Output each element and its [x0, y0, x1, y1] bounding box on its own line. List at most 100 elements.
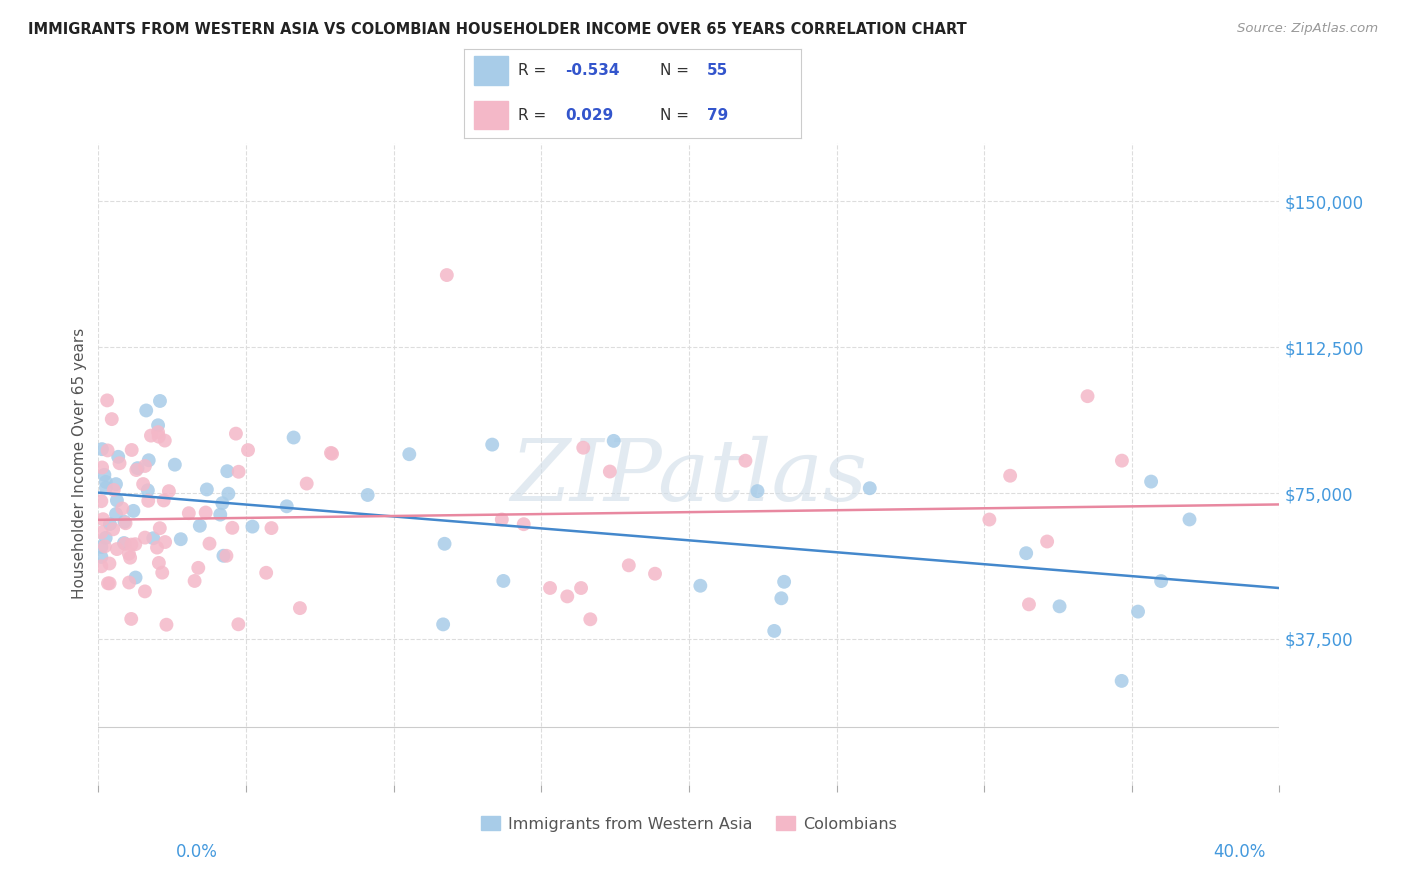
Point: [579, 612, 602, 626]
Bar: [474, 56, 508, 85]
Point: [1077, 389, 1099, 403]
Point: [572, 441, 595, 455]
Point: [98, 576, 121, 591]
Text: 0.029: 0.029: [565, 108, 613, 122]
Point: [94, 539, 117, 553]
Point: [146, 541, 169, 555]
Point: [198, 536, 221, 550]
Point: [90, 494, 112, 508]
Point: [555, 590, 578, 604]
Point: [134, 458, 156, 473]
Point: [152, 493, 174, 508]
Point: [112, 536, 135, 550]
Point: [91, 442, 114, 457]
Point: [183, 574, 205, 588]
Point: [734, 453, 756, 467]
Point: [103, 483, 125, 497]
Point: [194, 506, 217, 520]
Point: [94, 475, 117, 489]
Point: [120, 550, 142, 565]
Point: [124, 570, 146, 584]
Point: [859, 481, 882, 495]
Point: [149, 521, 172, 535]
Point: [146, 418, 169, 433]
Point: [221, 521, 243, 535]
Point: [91, 460, 114, 475]
Text: R =: R =: [517, 63, 546, 78]
Point: [120, 538, 142, 552]
Point: [90, 549, 112, 564]
Point: [105, 542, 128, 557]
Point: [242, 519, 264, 533]
Point: [770, 591, 793, 606]
Point: [98, 517, 121, 532]
Point: [118, 547, 141, 561]
Point: [98, 557, 121, 571]
Point: [215, 549, 238, 563]
Bar: [474, 101, 508, 129]
Point: [105, 493, 128, 508]
Point: [228, 465, 250, 479]
Point: [602, 434, 624, 448]
Point: [538, 581, 561, 595]
Point: [127, 461, 149, 475]
Point: [1049, 599, 1071, 614]
Point: [1111, 453, 1133, 467]
Point: [491, 512, 513, 526]
Point: [114, 515, 136, 529]
Point: [94, 481, 117, 495]
Text: 0.0%: 0.0%: [176, 843, 218, 861]
Point: [150, 566, 173, 580]
Point: [105, 507, 128, 521]
Point: [617, 558, 640, 573]
Point: [157, 484, 180, 499]
Point: [276, 500, 298, 514]
Point: [142, 531, 165, 545]
Y-axis label: Householder Income Over 65 years: Householder Income Over 65 years: [72, 328, 87, 599]
Point: [97, 576, 120, 591]
Text: ZIPatlas: ZIPatlas: [510, 435, 868, 518]
Point: [689, 579, 711, 593]
Text: 55: 55: [707, 63, 728, 78]
Text: 40.0%: 40.0%: [1213, 843, 1265, 861]
Point: [195, 483, 218, 497]
Point: [101, 522, 124, 536]
Point: [357, 488, 380, 502]
Point: [288, 601, 311, 615]
Point: [136, 483, 159, 498]
Text: N =: N =: [659, 108, 689, 122]
Point: [481, 437, 503, 451]
Point: [118, 575, 141, 590]
Point: [1036, 534, 1059, 549]
Point: [283, 430, 305, 444]
Point: [998, 468, 1021, 483]
Point: [155, 617, 177, 632]
Point: [90, 559, 112, 574]
Text: N =: N =: [659, 63, 689, 78]
Point: [433, 537, 456, 551]
Point: [1126, 605, 1149, 619]
Point: [97, 443, 120, 458]
Point: [177, 506, 200, 520]
Point: [153, 535, 176, 549]
Point: [139, 428, 162, 442]
Text: -0.534: -0.534: [565, 63, 620, 78]
Point: [225, 426, 247, 441]
Point: [295, 476, 318, 491]
Point: [108, 456, 131, 470]
Point: [773, 574, 796, 589]
Point: [1018, 598, 1040, 612]
Point: [107, 450, 129, 464]
Point: [599, 465, 621, 479]
Point: [436, 268, 458, 282]
Point: [187, 561, 209, 575]
Point: [217, 486, 239, 500]
Point: [1111, 673, 1133, 688]
Point: [217, 464, 239, 478]
Point: [136, 493, 159, 508]
Text: IMMIGRANTS FROM WESTERN ASIA VS COLOMBIAN HOUSEHOLDER INCOME OVER 65 YEARS CORRE: IMMIGRANTS FROM WESTERN ASIA VS COLOMBIA…: [28, 22, 967, 37]
Point: [209, 508, 232, 522]
Point: [135, 403, 157, 417]
Point: [260, 521, 283, 535]
Point: [114, 516, 136, 531]
